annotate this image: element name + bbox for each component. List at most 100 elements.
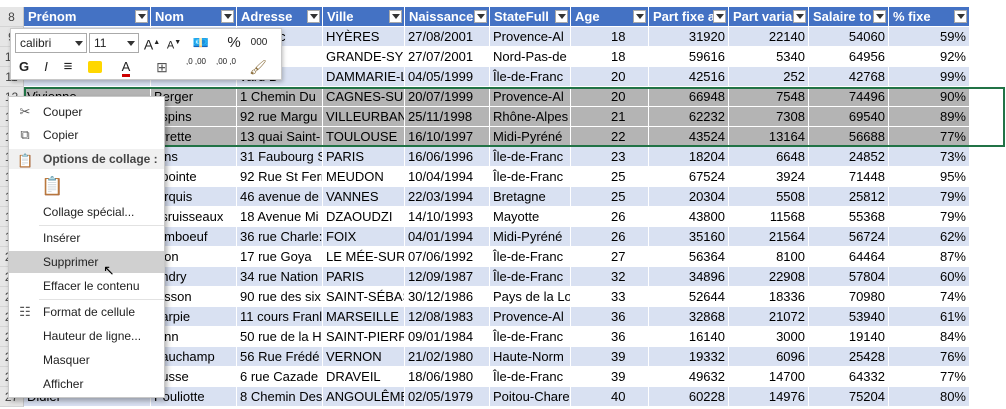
table-cell[interactable]: 25428	[809, 347, 889, 367]
table-cell[interactable]: 33	[571, 287, 649, 307]
table-cell[interactable]: 04/01/1994	[405, 227, 490, 247]
paste-button[interactable]: 📋	[41, 176, 64, 196]
table-cell[interactable]: 13164	[729, 127, 809, 147]
font-name-combo[interactable]: calibri	[15, 33, 87, 53]
table-cell[interactable]: 18204	[649, 147, 729, 167]
table-cell[interactable]: 26	[571, 227, 649, 247]
table-cell[interactable]: 34 rue Nation	[237, 267, 323, 287]
table-cell[interactable]: 26	[571, 207, 649, 227]
table-cell[interactable]: VERNON	[323, 347, 405, 367]
table-cell[interactable]: 20	[571, 67, 649, 87]
table-cell[interactable]: 25812	[809, 187, 889, 207]
table-cell[interactable]: 61%	[889, 307, 970, 327]
table-cell[interactable]: 8 Chemin Des	[237, 387, 323, 407]
table-cell[interactable]: 5340	[729, 47, 809, 67]
table-cell[interactable]: 252	[729, 67, 809, 87]
table-cell[interactable]: 43800	[649, 207, 729, 227]
table-cell[interactable]: 19140	[809, 327, 889, 347]
menu-item-collage-special[interactable]: Collage spécial...	[9, 201, 164, 223]
table-cell[interactable]: 18336	[729, 287, 809, 307]
table-cell[interactable]: 14976	[729, 387, 809, 407]
table-cell[interactable]: 5508	[729, 187, 809, 207]
table-cell[interactable]: iens	[151, 147, 237, 167]
table-cell[interactable]: 74%	[889, 287, 970, 307]
table-cell[interactable]: DZAOUDZI	[323, 207, 405, 227]
shrink-font-button[interactable]: A▼	[166, 39, 182, 52]
table-cell[interactable]: 23	[571, 147, 649, 167]
table-cell[interactable]: Île-de-Franc	[490, 147, 571, 167]
table-cell[interactable]: 60228	[649, 387, 729, 407]
table-cell[interactable]: MARSEILLE	[323, 307, 405, 327]
menu-item-format-cellule[interactable]: ☷ Format de cellule	[9, 301, 164, 323]
table-cell[interactable]: 16/10/1997	[405, 127, 490, 147]
table-cell[interactable]: 84%	[889, 327, 970, 347]
table-cell[interactable]: 16140	[649, 327, 729, 347]
table-cell[interactable]: aimboeuf	[151, 227, 237, 247]
table-cell[interactable]: 27/08/2001	[405, 27, 490, 47]
column-header-adresse[interactable]: Adresse	[237, 7, 323, 27]
table-cell[interactable]: 40	[571, 387, 649, 407]
table-cell[interactable]: 49632	[649, 367, 729, 387]
table-cell[interactable]: Provence-Al	[490, 307, 571, 327]
table-cell[interactable]: 69540	[809, 107, 889, 127]
table-cell[interactable]: 70980	[809, 287, 889, 307]
table-cell[interactable]: 77%	[889, 127, 970, 147]
table-cell[interactable]: 92 rue Margu	[237, 107, 323, 127]
menu-item-couper[interactable]: ✂ Couper	[9, 101, 164, 123]
table-cell[interactable]: 59%	[889, 27, 970, 47]
column-header-pct-fixe[interactable]: % fixe	[889, 7, 970, 27]
filter-dropdown-icon[interactable]	[873, 10, 886, 23]
accounting-format-button[interactable]: 💶	[192, 35, 210, 50]
table-cell[interactable]: PARIS	[323, 267, 405, 287]
table-cell[interactable]: CAGNES-SUR	[323, 87, 405, 107]
table-cell[interactable]: Île-de-Franc	[490, 327, 571, 347]
table-cell[interactable]: 52644	[649, 287, 729, 307]
table-cell[interactable]: 55368	[809, 207, 889, 227]
table-cell[interactable]: 14/10/1993	[405, 207, 490, 227]
table-cell[interactable]: 79%	[889, 207, 970, 227]
table-cell[interactable]: 09/01/1984	[405, 327, 490, 347]
table-cell[interactable]: 46 avenue de	[237, 187, 323, 207]
table-cell[interactable]: 18/06/1980	[405, 367, 490, 387]
table-cell[interactable]: 3000	[729, 327, 809, 347]
table-cell[interactable]: DRAVEIL	[323, 367, 405, 387]
table-cell[interactable]: 57804	[809, 267, 889, 287]
table-cell[interactable]: 18	[571, 27, 649, 47]
table-cell[interactable]: 21072	[729, 307, 809, 327]
table-cell[interactable]: eauchamp	[151, 347, 237, 367]
filter-dropdown-icon[interactable]	[633, 10, 646, 23]
table-cell[interactable]: 13 quai Saint-	[237, 127, 323, 147]
table-cell[interactable]: 42768	[809, 67, 889, 87]
column-header-prenom[interactable]: Prénom	[24, 7, 151, 27]
column-header-nom[interactable]: Nom	[151, 7, 237, 27]
filter-dropdown-icon[interactable]	[555, 10, 568, 23]
table-cell[interactable]: VILLEURBAN	[323, 107, 405, 127]
bold-button[interactable]: G	[18, 59, 30, 74]
table-cell[interactable]: 64332	[809, 367, 889, 387]
table-cell[interactable]: 22/03/1994	[405, 187, 490, 207]
table-cell[interactable]: 34896	[649, 267, 729, 287]
table-cell[interactable]: 16/06/1996	[405, 147, 490, 167]
table-cell[interactable]: 60%	[889, 267, 970, 287]
table-cell[interactable]: 73%	[889, 147, 970, 167]
table-cell[interactable]: 27/07/2001	[405, 47, 490, 67]
table-cell[interactable]: 19332	[649, 347, 729, 367]
filter-dropdown-icon[interactable]	[389, 10, 402, 23]
grow-font-button[interactable]: A▲	[143, 36, 161, 53]
table-cell[interactable]: 36	[571, 327, 649, 347]
table-cell[interactable]: Île-de-Franc	[490, 167, 571, 187]
table-cell[interactable]: 59616	[649, 47, 729, 67]
table-cell[interactable]: 90%	[889, 87, 970, 107]
table-cell[interactable]: 53940	[809, 307, 889, 327]
table-cell[interactable]: 64464	[809, 247, 889, 267]
table-cell[interactable]: 04/05/1999	[405, 67, 490, 87]
table-cell[interactable]: 11 cours Franl	[237, 307, 323, 327]
table-cell[interactable]: 56688	[809, 127, 889, 147]
table-cell[interactable]: SAINT-SÉBAS	[323, 287, 405, 307]
table-cell[interactable]: 62%	[889, 227, 970, 247]
table-cell[interactable]: Pouliotte	[151, 387, 237, 407]
menu-item-inserer[interactable]: Insérer	[9, 227, 164, 249]
menu-item-hauteur-ligne[interactable]: Hauteur de ligne...	[9, 325, 164, 347]
table-cell[interactable]: Midi-Pyréné	[490, 227, 571, 247]
decrease-decimal-button[interactable]: ,00 ,0	[215, 57, 236, 66]
